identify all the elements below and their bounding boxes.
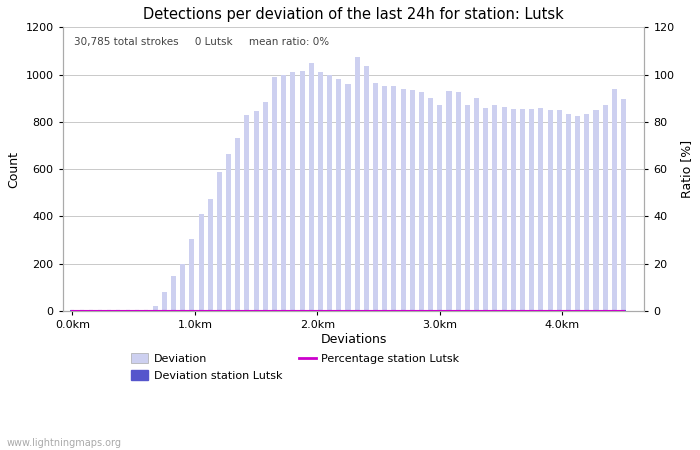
Bar	[199, 214, 204, 311]
Bar	[575, 116, 580, 311]
Bar	[511, 109, 516, 311]
Bar	[171, 275, 176, 311]
Bar	[391, 86, 396, 311]
Bar	[556, 110, 562, 311]
Bar	[410, 90, 415, 311]
Bar	[189, 239, 195, 311]
Bar	[428, 98, 433, 311]
Bar	[262, 102, 268, 311]
Bar	[70, 310, 75, 311]
Bar	[547, 110, 552, 311]
Bar	[346, 84, 351, 311]
Bar	[419, 92, 424, 311]
Bar	[217, 171, 222, 311]
Legend: Deviation, Deviation station Lutsk, Percentage station Lutsk: Deviation, Deviation station Lutsk, Perc…	[127, 349, 463, 385]
Bar	[373, 83, 378, 311]
Bar	[474, 98, 479, 311]
Bar	[520, 109, 525, 311]
X-axis label: Deviations: Deviations	[321, 333, 386, 346]
Bar	[456, 92, 461, 311]
Bar	[235, 139, 240, 311]
Bar	[612, 89, 617, 311]
Bar	[253, 111, 259, 311]
Bar	[538, 108, 543, 311]
Bar	[502, 107, 507, 311]
Bar	[603, 105, 608, 311]
Title: Detections per deviation of the last 24h for station: Lutsk: Detections per deviation of the last 24h…	[143, 7, 564, 22]
Bar	[364, 66, 369, 311]
Text: www.lightningmaps.org: www.lightningmaps.org	[7, 438, 122, 448]
Y-axis label: Count: Count	[7, 151, 20, 188]
Bar	[529, 109, 534, 311]
Bar	[290, 72, 295, 311]
Bar	[272, 77, 277, 311]
Bar	[584, 113, 589, 311]
Bar	[566, 113, 571, 311]
Bar	[447, 91, 452, 311]
Bar	[226, 154, 231, 311]
Bar	[309, 63, 314, 311]
Bar	[327, 75, 332, 311]
Bar	[244, 115, 249, 311]
Bar	[400, 89, 405, 311]
Bar	[355, 57, 360, 311]
Bar	[318, 72, 323, 311]
Bar	[281, 75, 286, 311]
Text: 30,785 total strokes     0 Lutsk     mean ratio: 0%: 30,785 total strokes 0 Lutsk mean ratio:…	[74, 37, 330, 47]
Bar	[621, 99, 626, 311]
Bar	[153, 306, 158, 311]
Bar	[162, 292, 167, 311]
Bar	[382, 86, 387, 311]
Bar	[180, 264, 186, 311]
Bar	[208, 199, 213, 311]
Bar	[594, 110, 598, 311]
Bar	[336, 79, 342, 311]
Bar	[438, 105, 442, 311]
Bar	[492, 105, 498, 311]
Bar	[483, 108, 489, 311]
Bar	[465, 105, 470, 311]
Y-axis label: Ratio [%]: Ratio [%]	[680, 140, 693, 198]
Bar	[300, 71, 304, 311]
